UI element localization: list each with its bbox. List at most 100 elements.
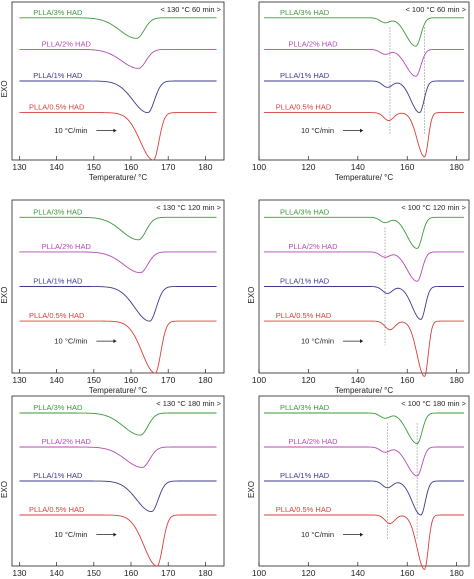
dsc-curve bbox=[263, 286, 465, 320]
series-label: PLLA/2% HAD bbox=[288, 39, 338, 48]
series-label: PLLA/1% HAD bbox=[280, 471, 330, 480]
dsc-curve bbox=[263, 48, 465, 77]
x-tick-label: 140 bbox=[50, 162, 64, 172]
x-tick-label: 140 bbox=[351, 568, 365, 578]
series-label: PLLA/3% HAD bbox=[280, 8, 330, 17]
arrow-head bbox=[360, 532, 363, 537]
y-axis-title: EXO bbox=[0, 80, 9, 97]
x-tick-label: 140 bbox=[351, 375, 365, 385]
plot-frame bbox=[11, 199, 225, 374]
plot-frame bbox=[258, 199, 470, 374]
dsc-panel-4: 100 120 140 160 180 Temperature/ °C EXO < 100 °… bbox=[247, 199, 470, 395]
x-tick-label: 170 bbox=[161, 162, 175, 172]
x-tick-label: 140 bbox=[351, 162, 365, 172]
dsc-curve bbox=[263, 216, 465, 249]
condition-annotation: < 130 °C 120 min > bbox=[156, 203, 221, 212]
series-label: PLLA/3% HAD bbox=[33, 8, 83, 17]
y-axis-title: EXO bbox=[247, 287, 256, 304]
series-label: PLLA/2% HAD bbox=[288, 242, 338, 251]
dsc-curve bbox=[263, 17, 465, 47]
arrow-head bbox=[113, 532, 117, 537]
series-label: PLLA/0.5% HAD bbox=[276, 311, 332, 320]
heating-rate-label: 10 °C/min bbox=[54, 126, 87, 135]
series-label: PLLA/0.5% HAD bbox=[29, 103, 85, 112]
condition-annotation: < 100 °C 120 min > bbox=[401, 203, 466, 212]
x-axis-title: Temperature/ °C bbox=[89, 173, 148, 182]
series-label: PLLA/0.5% HAD bbox=[29, 311, 85, 320]
series-label: PLLA/2% HAD bbox=[42, 242, 92, 251]
series-label: PLLA/2% HAD bbox=[288, 437, 338, 446]
dsc-curve bbox=[263, 320, 465, 377]
x-tick-label: 120 bbox=[301, 375, 315, 385]
x-tick-label: 180 bbox=[450, 162, 464, 172]
condition-annotation: < 130 °C 60 min > bbox=[160, 5, 221, 14]
x-tick-label: 180 bbox=[450, 375, 464, 385]
series-label: PLLA/3% HAD bbox=[33, 403, 83, 412]
dsc-curve bbox=[19, 17, 217, 39]
condition-annotation: < 130 °C 180 min > bbox=[156, 399, 221, 408]
x-tick-label: 180 bbox=[198, 568, 212, 578]
dsc-curve bbox=[263, 412, 465, 445]
series-label: PLLA/0.5% HAD bbox=[29, 505, 85, 514]
arrow-head bbox=[360, 339, 363, 344]
series-label: PLLA/2% HAD bbox=[42, 39, 92, 48]
dsc-curve bbox=[19, 480, 217, 513]
plot-frame bbox=[258, 395, 470, 567]
y-axis-title: EXO bbox=[0, 481, 9, 498]
x-tick-label: 150 bbox=[87, 375, 101, 385]
arrow-head bbox=[113, 128, 117, 133]
heating-rate-label: 10 °C/min bbox=[301, 530, 334, 539]
dsc-curve bbox=[19, 412, 217, 436]
x-tick-label: 160 bbox=[124, 162, 138, 172]
dsc-curve bbox=[263, 251, 465, 282]
x-axis-title: Temperature/ °C bbox=[335, 386, 394, 395]
x-tick-label: 100 bbox=[252, 162, 266, 172]
dsc-panel-3: 130 140 150 160 170 180 Temperature/ °C EXO < 13… bbox=[0, 199, 225, 395]
x-tick-label: 160 bbox=[124, 568, 138, 578]
series-label: PLLA/1% HAD bbox=[280, 71, 330, 80]
x-tick-label: 140 bbox=[50, 568, 64, 578]
dsc-curve bbox=[263, 80, 465, 114]
series-label: PLLA/1% HAD bbox=[280, 277, 330, 286]
x-tick-label: 160 bbox=[400, 375, 414, 385]
dsc-curve bbox=[263, 446, 465, 477]
x-tick-label: 100 bbox=[252, 375, 266, 385]
series-label: PLLA/3% HAD bbox=[33, 207, 83, 216]
x-tick-label: 170 bbox=[161, 375, 175, 385]
dsc-curve bbox=[19, 251, 217, 274]
dsc-curve bbox=[263, 514, 465, 570]
x-tick-label: 180 bbox=[198, 375, 212, 385]
dsc-curve bbox=[19, 514, 217, 567]
series-label: PLLA/0.5% HAD bbox=[276, 505, 332, 514]
dsc-curve bbox=[19, 446, 217, 468]
plot-frame bbox=[258, 1, 470, 161]
dsc-panel-1: 130 140 150 160 170 180 Temperature/ °C EXO < 13… bbox=[0, 1, 225, 182]
series-label: PLLA/1% HAD bbox=[33, 471, 83, 480]
plot-frame bbox=[11, 395, 225, 567]
series-label: PLLA/1% HAD bbox=[33, 71, 83, 80]
y-axis-title: EXO bbox=[247, 481, 256, 498]
dsc-curve bbox=[263, 112, 465, 158]
x-tick-label: 120 bbox=[301, 568, 315, 578]
x-tick-label: 130 bbox=[12, 162, 26, 172]
dsc-curve bbox=[19, 112, 217, 161]
condition-annotation: < 100 °C 60 min > bbox=[405, 5, 466, 14]
dsc-panel-2: 100 120 140 160 180 Temperature/ °C < 100 °C 6… bbox=[252, 1, 470, 182]
x-tick-label: 160 bbox=[400, 568, 414, 578]
x-tick-label: 120 bbox=[301, 162, 315, 172]
x-tick-label: 160 bbox=[124, 375, 138, 385]
dsc-curve bbox=[263, 480, 465, 516]
series-label: PLLA/0.5% HAD bbox=[276, 103, 332, 112]
dsc-curve bbox=[19, 320, 217, 374]
series-label: PLLA/1% HAD bbox=[33, 277, 83, 286]
x-axis-title: Temperature/ °C bbox=[89, 386, 148, 395]
condition-annotation: < 100 °C 180 min > bbox=[401, 399, 466, 408]
x-axis-title: Temperature/ °C bbox=[335, 173, 394, 182]
plot-frame bbox=[11, 1, 225, 161]
heating-rate-label: 10 °C/min bbox=[54, 337, 87, 346]
x-tick-label: 180 bbox=[450, 568, 464, 578]
x-tick-label: 130 bbox=[12, 568, 26, 578]
